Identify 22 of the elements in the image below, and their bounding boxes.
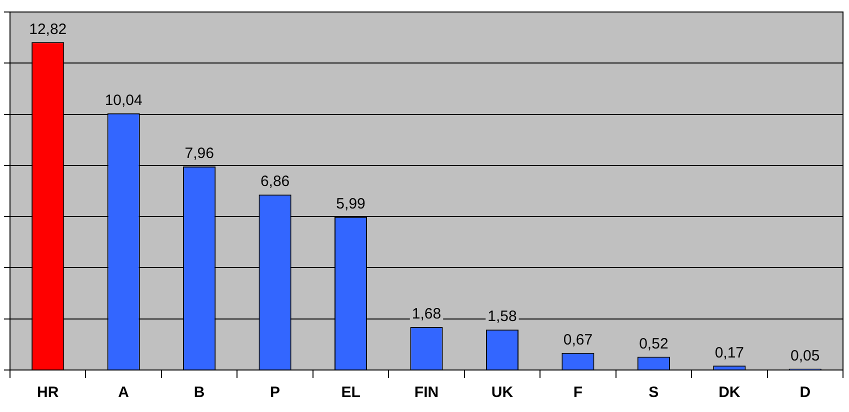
data-label: 0,52 (639, 335, 668, 352)
data-label: 1,68 (412, 306, 442, 323)
data-label: 0,67 (563, 332, 593, 349)
x-tick-label: S (648, 384, 659, 402)
x-tick-label: DK (718, 384, 740, 402)
data-label: 0,17 (714, 344, 744, 362)
x-tick-label: B (194, 384, 205, 402)
data-label: 12,82 (29, 20, 67, 38)
data-label: 10,04 (104, 92, 142, 109)
x-tick-label: P (270, 384, 280, 402)
x-tick-label: FIN (414, 384, 439, 402)
x-tick-label: HR (37, 384, 59, 402)
data-label: 6,86 (260, 173, 290, 190)
x-tick-label: D (800, 384, 811, 402)
x-tick-label: F (573, 384, 583, 402)
data-label: 5,99 (336, 195, 366, 212)
data-label: 7,96 (184, 145, 214, 162)
data-label: 1,58 (488, 308, 517, 326)
data-label: 0,05 (790, 347, 820, 364)
x-tick-label: UK (491, 384, 514, 402)
x-tick-label: A (118, 384, 130, 402)
x-tick-label: EL (341, 384, 360, 402)
